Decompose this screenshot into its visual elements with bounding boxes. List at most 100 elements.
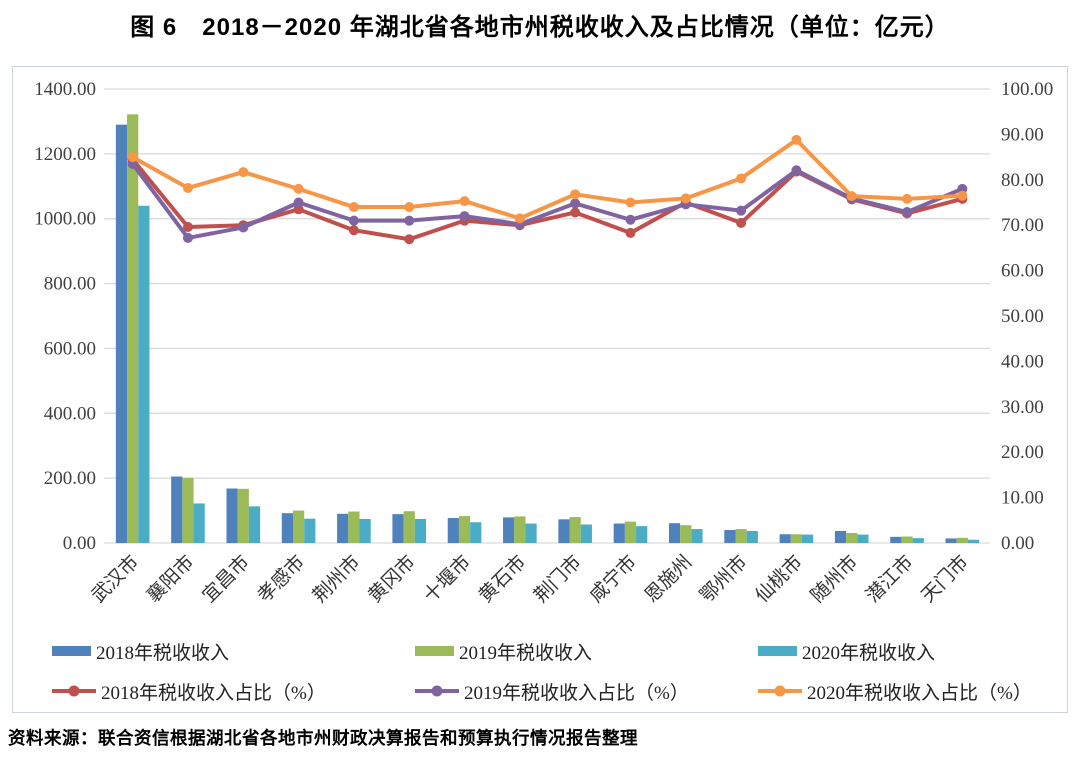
marker-2019年税收收入占比（%）-十堰市 [459,211,470,222]
bar-2019年税收收入-潜江市 [901,536,913,543]
line-2018年税收收入占比（%） [131,158,963,242]
marker-2020年税收收入占比（%）-孝感市 [293,183,304,194]
marker-2019年税收收入占比（%）-仙桃市 [791,165,802,176]
bar-2018年税收收入-黄冈市 [392,514,404,543]
bar-2019年税收收入-黄石市 [514,516,526,543]
x-axis-label-荆州市: 荆州市 [309,551,365,607]
bar-2019年税收收入-鄂州市 [735,529,747,543]
legend-bar-swatch-icon [758,646,797,656]
left-axis-tick-label: 1000.00 [34,209,96,230]
bar-2019年税收收入-十堰市 [458,516,471,543]
x-axis-label-黄冈市: 黄冈市 [364,551,420,607]
legend-item-2018年税收收入: 2018年税收收入 [52,640,230,664]
x-axis-label-襄阳市: 襄阳市 [143,551,199,607]
bar-2018年税收收入-荆州市 [337,513,349,543]
bar-2018年税收收入-荆门市 [558,519,570,543]
bar-2020年税收收入-潜江市 [912,538,924,543]
bar-2020年税收收入-荆门市 [580,524,592,543]
bar-2020年税收收入-宜昌市 [248,506,261,543]
marker-2019年税收收入占比（%）-鄂州市 [736,205,747,216]
x-axis-label-咸宁市: 咸宁市 [585,551,641,607]
bar-2018年税收收入-随州市 [834,531,847,543]
left-axis-tick-label: 200.00 [44,468,96,489]
bar-2019年税收收入-咸宁市 [624,521,637,543]
marker-2020年税收收入占比（%）-宜昌市 [238,167,249,178]
legend-label: 2019年税收收入占比（%） [464,682,689,704]
marker-2020年税收收入占比（%）-天门市 [957,190,968,201]
right-axis-tick-label: 30.00 [1001,397,1044,418]
x-axis-label-仙桃市: 仙桃市 [751,551,807,607]
right-axis-tick-label: 40.00 [1001,351,1044,372]
marker-2019年税收收入占比（%）-荆门市 [570,198,581,209]
marker-2019年税收收入占比（%）-宜昌市 [238,222,249,233]
bar-2018年税收收入-仙桃市 [779,534,791,543]
marker-2020年税收收入占比（%）-荆门市 [570,189,581,200]
bar-2018年税收收入-黄石市 [503,517,515,543]
x-axis-label-恩施州: 恩施州 [640,551,696,607]
marker-2020年税收收入占比（%）-武汉市 [127,152,138,163]
source-note: 资料来源：联合资信根据湖北省各地市州财政决算报告和预算执行情况报告整理 [8,728,638,748]
x-axis-label-天门市: 天门市 [917,551,973,607]
bar-2020年税收收入-黄冈市 [414,519,427,543]
figure-title: 图 6 2018－2020 年湖北省各地市州税收收入及占比情况（单位：亿元） [130,14,950,41]
bar-2020年税收收入-仙桃市 [802,534,814,543]
left-axis-tick-label: 1200.00 [34,144,96,165]
bar-2018年税收收入-潜江市 [890,536,902,543]
right-axis-tick-label: 0.00 [1001,533,1034,554]
right-axis-tick-label: 20.00 [1001,442,1044,463]
bar-2020年税收收入-襄阳市 [193,503,205,543]
x-axis-label-鄂州市: 鄂州市 [696,551,752,607]
bar-2020年税收收入-鄂州市 [746,531,758,543]
x-axis-label-荆门市: 荆门市 [530,551,586,607]
marker-2018年税收收入占比（%）-黄冈市 [404,234,415,245]
marker-2019年税收收入占比（%）-黄冈市 [404,215,415,226]
bar-2020年税收收入-黄石市 [525,523,537,543]
bar-2020年税收收入-孝感市 [304,518,316,543]
legend-item-2020年税收收入: 2020年税收收入 [758,640,935,664]
legend-item-2019年税收收入占比（%）: 2019年税收收入占比（%） [415,680,689,704]
marker-2020年税收收入占比（%）-恩施州 [680,193,691,204]
bar-2020年税收收入-武汉市 [138,205,150,543]
bar-2018年税收收入-咸宁市 [613,523,625,543]
x-axis-label-潜江市: 潜江市 [862,551,918,607]
x-axis-label-随州市: 随州市 [806,551,862,607]
bar-2018年税收收入-宜昌市 [226,488,238,543]
bar-2019年税收收入-仙桃市 [790,534,803,543]
left-axis-tick-label: 1400.00 [34,79,96,100]
right-axis-tick-label: 90.00 [1001,124,1044,145]
bar-2018年税收收入-十堰市 [447,518,459,543]
left-axis-tick-label: 400.00 [44,403,96,424]
right-axis-tick-label: 50.00 [1001,306,1044,327]
legend-label: 2018年税收收入占比（%） [101,682,326,704]
bar-2019年税收收入-黄冈市 [403,511,415,543]
marker-2019年税收收入占比（%）-潜江市 [902,207,913,218]
right-axis-tick-label: 80.00 [1001,170,1044,191]
legend-label: 2020年税收收入占比（%） [807,682,1032,704]
marker-2019年税收收入占比（%）-荆州市 [348,215,359,226]
x-axis-label-孝感市: 孝感市 [253,551,309,607]
left-axis-tick-label: 800.00 [44,274,96,295]
marker-2020年税收收入占比（%）-荆州市 [348,202,359,213]
legend-line-marker-icon [415,685,459,697]
legend-label: 2018年税收收入 [96,642,230,664]
bar-2018年税收收入-天门市 [945,538,957,543]
legend-bar-swatch-icon [52,646,91,656]
marker-2018年税收收入占比（%）-荆州市 [348,225,359,236]
bar-2018年税收收入-恩施州 [668,523,681,543]
left-axis-tick-label: 0.00 [63,533,96,554]
bar-2019年税收收入-武汉市 [127,114,139,544]
marker-2020年税收收入占比（%）-鄂州市 [736,173,747,184]
marker-2020年税收收入占比（%）-仙桃市 [791,134,802,145]
bar-2019年税收收入-随州市 [846,532,858,543]
marker-2018年税收收入占比（%）-咸宁市 [625,227,636,238]
bar-2020年税收收入-十堰市 [470,522,482,543]
legend-item-2019年税收收入: 2019年税收收入 [415,640,592,664]
legend-line-marker-icon [758,685,802,697]
legend-item-2020年税收收入占比（%）: 2020年税收收入占比（%） [758,680,1032,704]
x-axis-label-十堰市: 十堰市 [419,551,475,607]
marker-2020年税收收入占比（%）-十堰市 [459,196,470,207]
right-axis-tick-label: 10.00 [1001,488,1044,509]
x-axis-label-武汉市: 武汉市 [87,551,143,607]
